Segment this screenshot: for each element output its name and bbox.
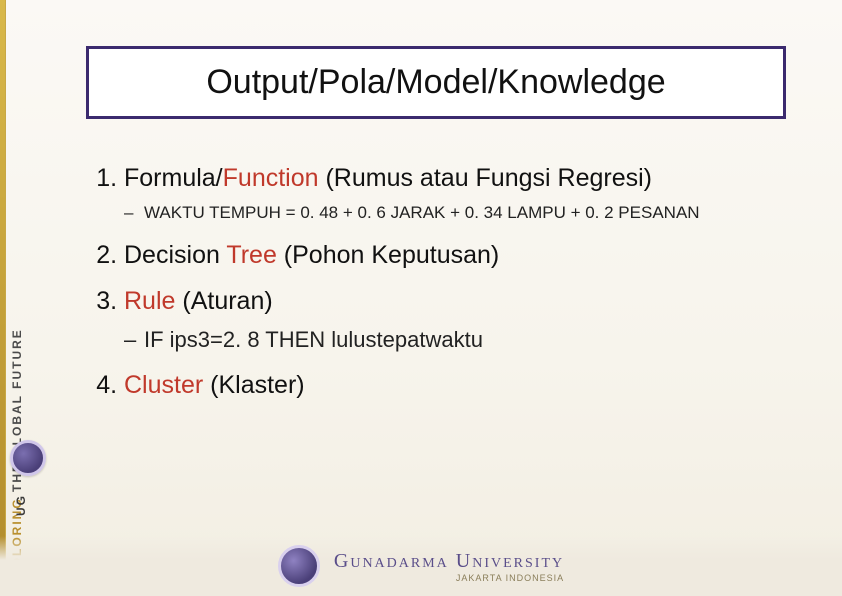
- list-item-3: Rule (Aturan) IF ips3=2. 8 THEN lulustep…: [124, 285, 812, 355]
- item2-highlight: Tree: [226, 241, 276, 269]
- item1-sublist: WAKTU TEMPUH = 0. 48 + 0. 6 JARAK + 0. 3…: [124, 202, 812, 225]
- item3-highlight: Rule: [124, 287, 175, 315]
- item2-prefix: Decision: [124, 241, 226, 269]
- item3-sublist: IF ips3=2. 8 THEN lulustepatwaktu: [124, 325, 812, 355]
- footer-university-sub: JAKARTA INDONESIA: [456, 573, 564, 583]
- item1-sub: WAKTU TEMPUH = 0. 48 + 0. 6 JARAK + 0. 3…: [124, 202, 812, 225]
- item4-suffix: (Klaster): [203, 371, 304, 399]
- item2-suffix: (Pohon Keputusan): [277, 241, 499, 269]
- slide-title: Output/Pola/Model/Knowledge: [105, 63, 767, 102]
- crest-icon: [10, 440, 46, 476]
- footer: Gunadarma University JAKARTA INDONESIA: [0, 536, 842, 596]
- item4-highlight: Cluster: [124, 371, 203, 399]
- main-list: Formula/Function (Rumus atau Fungsi Regr…: [82, 162, 812, 401]
- footer-text-block: Gunadarma University JAKARTA INDONESIA: [334, 550, 564, 583]
- item3-sub: IF ips3=2. 8 THEN lulustepatwaktu: [124, 325, 812, 355]
- footer-crest-icon: [278, 545, 320, 587]
- list-item-4: Cluster (Klaster): [124, 369, 812, 401]
- sidebar: COLORING THE GLOBAL FUTURE UG: [0, 0, 58, 596]
- item3-suffix: (Aturan): [175, 287, 272, 315]
- list-item-1: Formula/Function (Rumus atau Fungsi Regr…: [124, 162, 812, 225]
- item1-prefix: Formula/: [124, 164, 223, 192]
- title-box: Output/Pola/Model/Knowledge: [86, 46, 786, 119]
- sidebar-ug-label: UG: [14, 494, 28, 516]
- footer-university-name: Gunadarma University: [334, 550, 564, 573]
- slide-content: Formula/Function (Rumus atau Fungsi Regr…: [82, 162, 812, 415]
- list-item-2: Decision Tree (Pohon Keputusan): [124, 239, 812, 271]
- item1-suffix: (Rumus atau Fungsi Regresi): [319, 164, 652, 192]
- item1-highlight: Function: [223, 164, 319, 192]
